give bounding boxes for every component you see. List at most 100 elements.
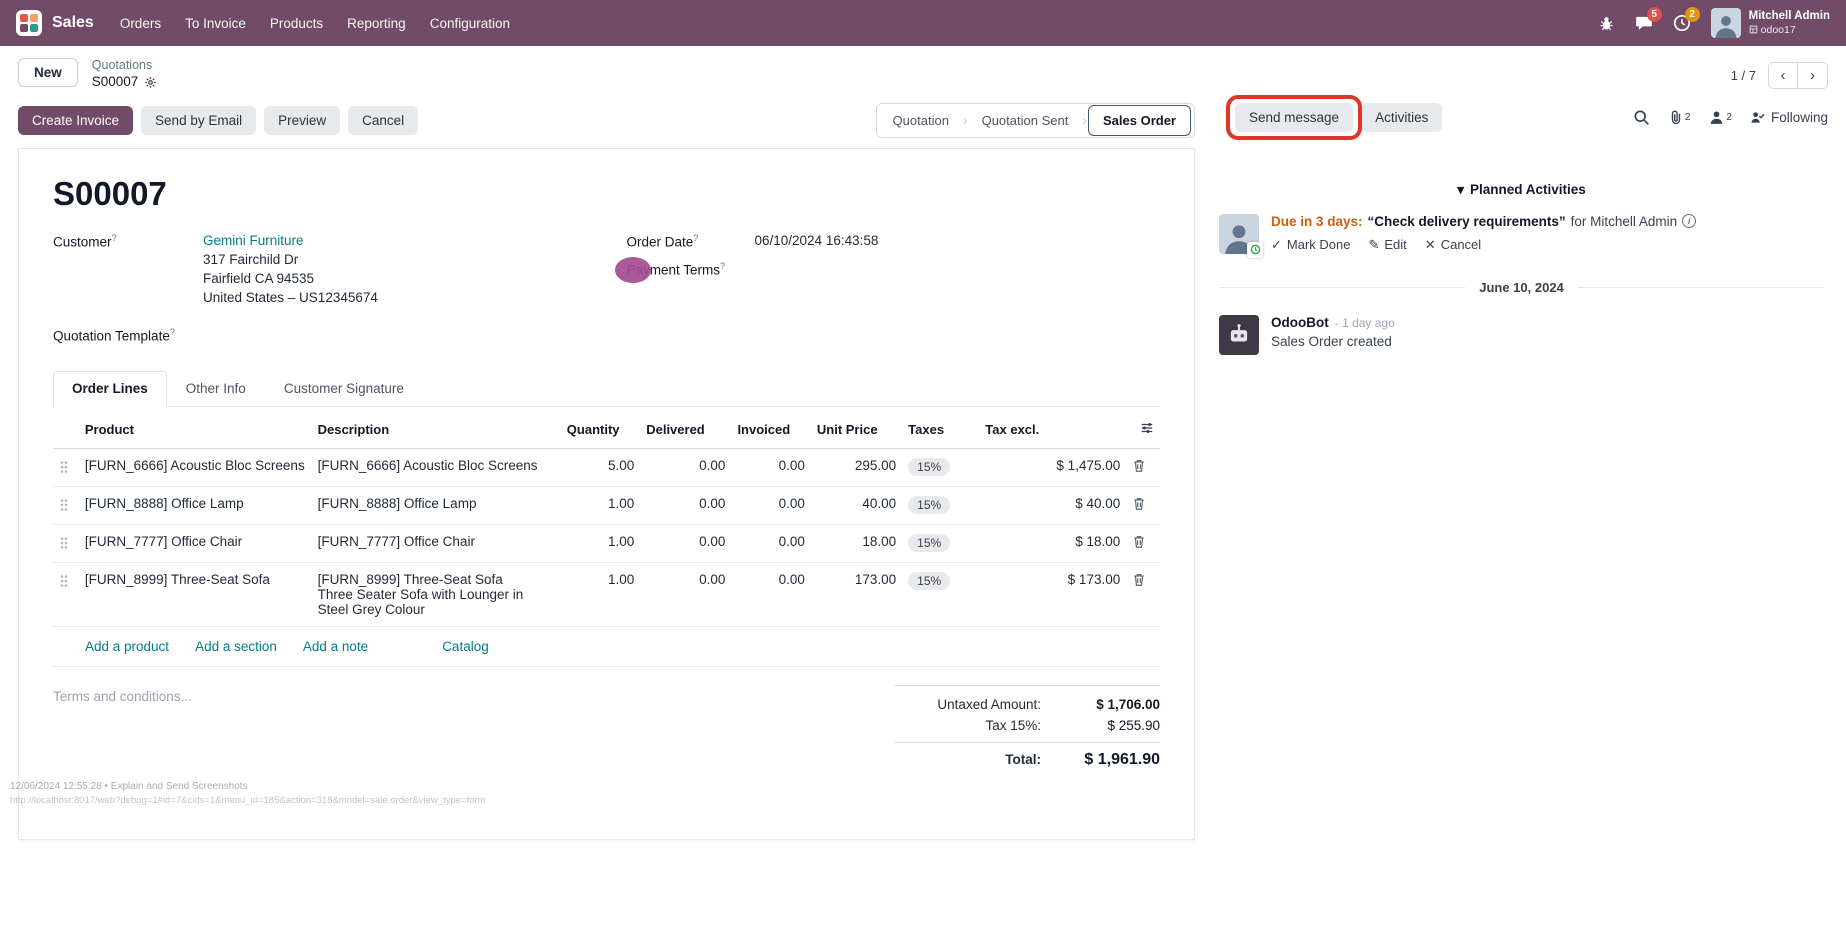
send-message-button[interactable]: Send message <box>1235 102 1354 132</box>
tab-order-lines[interactable]: Order Lines <box>53 371 167 407</box>
following-button[interactable]: Following <box>1750 110 1828 125</box>
send-by-email-button[interactable]: Send by Email <box>141 105 257 135</box>
order-date-value[interactable]: 06/10/2024 16:43:58 <box>754 232 879 248</box>
menu-configuration[interactable]: Configuration <box>429 15 511 31</box>
tax-badge[interactable]: 15% <box>908 534 951 552</box>
pager-previous-button[interactable]: ‹ <box>1768 62 1798 89</box>
debug-icon[interactable] <box>1598 15 1615 32</box>
cell-unit-price[interactable]: 18.00 <box>810 524 903 563</box>
tax-badge[interactable]: 15% <box>908 572 951 590</box>
menu-reporting[interactable]: Reporting <box>347 15 406 31</box>
col-quantity[interactable]: Quantity <box>560 411 641 449</box>
cell-delivered[interactable]: 0.00 <box>640 486 732 525</box>
user-menu[interactable]: Mitchell Admin odoo17 <box>1710 8 1830 38</box>
notebook-tabs: Order Lines Other Info Customer Signatur… <box>53 371 1160 407</box>
cell-invoiced[interactable]: 0.00 <box>731 524 811 563</box>
cell-product[interactable]: [FURN_7777] Office Chair <box>78 524 312 563</box>
cell-delivered[interactable]: 0.00 <box>640 562 732 627</box>
mark-done-button[interactable]: ✓ Mark Done <box>1271 236 1351 253</box>
followers-icon[interactable]: 2 <box>1708 109 1732 126</box>
cell-quantity[interactable]: 1.00 <box>560 486 641 525</box>
cell-unit-price[interactable]: 173.00 <box>810 562 903 627</box>
cell-quantity[interactable]: 1.00 <box>560 524 641 563</box>
add-a-product-link[interactable]: Add a product <box>85 639 170 654</box>
cell-product[interactable]: [FURN_6666] Acoustic Bloc Screens <box>78 448 312 487</box>
col-delivered[interactable]: Delivered <box>640 411 732 449</box>
status-quotation-sent[interactable]: Quotation Sent <box>981 112 1069 128</box>
drag-handle-icon[interactable] <box>59 496 69 512</box>
activities-clock-icon[interactable]: 2 <box>1673 7 1700 32</box>
cell-unit-price[interactable]: 295.00 <box>810 448 903 487</box>
customer-name-link[interactable]: Gemini Furniture <box>203 232 304 248</box>
add-a-section-link[interactable]: Add a section <box>195 639 277 654</box>
breadcrumb-row: New Quotations S00007 1 / 7 ‹ › <box>0 46 1846 95</box>
cell-delivered[interactable]: 0.00 <box>640 524 732 563</box>
app-name[interactable]: Sales <box>52 14 94 31</box>
info-icon[interactable]: i <box>1682 214 1697 228</box>
menu-orders[interactable]: Orders <box>119 15 162 31</box>
cell-invoiced[interactable]: 0.00 <box>731 562 811 627</box>
terms-and-conditions-input[interactable]: Terms and conditions... <box>53 689 192 704</box>
pager-next-button[interactable]: › <box>1798 62 1828 89</box>
cell-product[interactable]: [FURN_8999] Three-Seat Sofa <box>78 562 312 627</box>
gear-icon[interactable] <box>144 76 157 89</box>
status-sales-order[interactable]: Sales Order <box>1088 104 1191 136</box>
drag-handle-icon[interactable] <box>59 458 69 474</box>
tab-customer-signature[interactable]: Customer Signature <box>283 381 404 396</box>
cell-quantity[interactable]: 1.00 <box>560 562 641 627</box>
create-invoice-button[interactable]: Create Invoice <box>18 105 134 135</box>
cell-delivered[interactable]: 0.00 <box>640 448 732 487</box>
col-invoiced[interactable]: Invoiced <box>731 411 811 449</box>
preview-button[interactable]: Preview <box>264 105 341 135</box>
menu-to-invoice[interactable]: To Invoice <box>185 15 246 31</box>
planned-activities-header[interactable]: ▾ Planned Activities <box>1457 181 1586 198</box>
col-description[interactable]: Description <box>311 411 561 449</box>
search-messages-icon[interactable] <box>1633 109 1650 126</box>
new-button[interactable]: New <box>18 58 78 87</box>
col-product[interactable]: Product <box>78 411 312 449</box>
cell-product[interactable]: [FURN_8888] Office Lamp <box>78 486 312 525</box>
customer-address-line: 317 Fairchild Dr <box>203 251 299 267</box>
tab-other-info[interactable]: Other Info <box>185 381 246 396</box>
message-author[interactable]: OdooBot <box>1271 314 1329 330</box>
cell-quantity[interactable]: 5.00 <box>560 448 641 487</box>
statusbar-separator: › <box>962 112 968 128</box>
cell-invoiced[interactable]: 0.00 <box>731 486 811 525</box>
delete-row-icon[interactable] <box>1132 496 1146 511</box>
delete-row-icon[interactable] <box>1132 534 1146 549</box>
table-row[interactable]: [FURN_8999] Three-Seat Sofa [FURN_8999] … <box>53 562 1160 627</box>
optional-columns-icon[interactable] <box>1140 421 1154 438</box>
order-name[interactable]: S00007 <box>53 174 167 212</box>
tax-badge[interactable]: 15% <box>908 458 951 476</box>
odoo-logo[interactable] <box>16 10 42 36</box>
activities-button[interactable]: Activities <box>1361 102 1443 132</box>
status-quotation[interactable]: Quotation <box>892 112 949 128</box>
cell-unit-price[interactable]: 40.00 <box>810 486 903 525</box>
cell-description[interactable]: [FURN_6666] Acoustic Bloc Screens <box>311 448 561 487</box>
tax-badge[interactable]: 15% <box>908 496 951 514</box>
table-row[interactable]: [FURN_8888] Office Lamp [FURN_8888] Offi… <box>53 486 1160 525</box>
edit-activity-button[interactable]: ✎ Edit <box>1368 236 1407 253</box>
table-row[interactable]: [FURN_6666] Acoustic Bloc Screens [FURN_… <box>53 448 1160 487</box>
pager: 1 / 7 ‹ › <box>1731 58 1828 89</box>
col-taxes[interactable]: Taxes <box>902 411 980 449</box>
drag-handle-icon[interactable] <box>59 534 69 550</box>
messages-icon[interactable]: 5 <box>1635 7 1662 32</box>
menu-products[interactable]: Products <box>269 15 324 31</box>
delete-row-icon[interactable] <box>1132 572 1146 587</box>
breadcrumb-quotations[interactable]: Quotations <box>91 58 153 72</box>
col-unit-price[interactable]: Unit Price <box>810 411 903 449</box>
catalog-link[interactable]: Catalog <box>442 639 489 654</box>
attachments-icon[interactable]: 2 <box>1668 109 1690 126</box>
cell-description[interactable]: [FURN_8888] Office Lamp <box>311 486 561 525</box>
table-row[interactable]: [FURN_7777] Office Chair [FURN_7777] Off… <box>53 524 1160 563</box>
add-a-note-link[interactable]: Add a note <box>302 639 369 654</box>
drag-handle-icon[interactable] <box>59 572 69 588</box>
cell-invoiced[interactable]: 0.00 <box>731 448 811 487</box>
cancel-button[interactable]: Cancel <box>348 105 419 135</box>
cancel-activity-button[interactable]: ✕ Cancel <box>1424 236 1482 253</box>
delete-row-icon[interactable] <box>1132 458 1146 473</box>
cell-description[interactable]: [FURN_7777] Office Chair <box>311 524 561 563</box>
col-tax-excl[interactable]: Tax excl. <box>979 411 1127 449</box>
cell-description[interactable]: [FURN_8999] Three-Seat Sofa Three Seater… <box>311 562 561 627</box>
